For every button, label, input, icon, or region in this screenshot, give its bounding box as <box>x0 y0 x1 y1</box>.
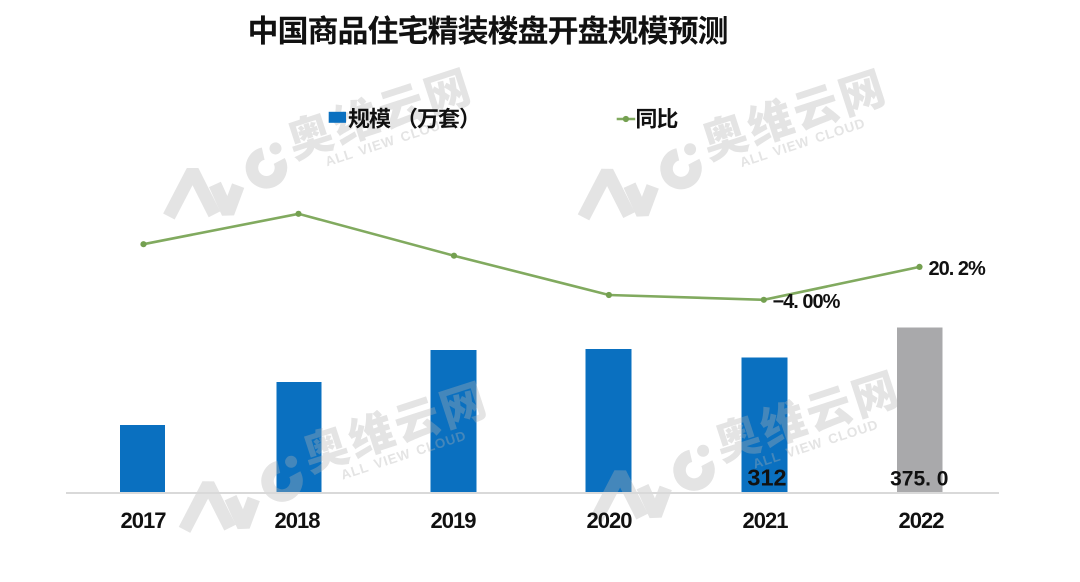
svg-text:−4. 00%: −4. 00% <box>773 291 841 313</box>
svg-text:2019: 2019 <box>431 508 477 533</box>
svg-text:2018: 2018 <box>275 508 321 533</box>
svg-text:2017: 2017 <box>121 508 167 533</box>
svg-text:20. 2%: 20. 2% <box>929 258 986 280</box>
svg-text:2021: 2021 <box>743 508 789 533</box>
svg-text:375. 0: 375. 0 <box>890 468 948 491</box>
svg-text:312: 312 <box>747 465 786 491</box>
svg-text:2020: 2020 <box>587 508 633 533</box>
svg-text:2022: 2022 <box>899 508 945 533</box>
